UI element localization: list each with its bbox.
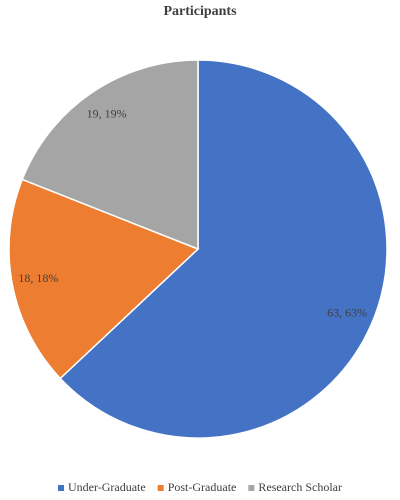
legend-marker — [157, 485, 164, 491]
data-label: 63, 63% — [327, 305, 367, 319]
legend-label: Under-Graduate — [68, 480, 146, 494]
legend-marker — [57, 485, 64, 491]
pie-slice — [21, 59, 199, 251]
data-label: 18, 18% — [18, 271, 58, 285]
legend-marker — [248, 485, 255, 491]
pie-slice — [59, 59, 388, 439]
legend-label: Post-Graduate — [168, 480, 237, 494]
legend-label: Research Scholar — [258, 480, 342, 494]
data-label: 19, 19% — [87, 106, 127, 120]
pie-slice — [8, 178, 200, 380]
chart-title: Participants — [163, 4, 237, 19]
